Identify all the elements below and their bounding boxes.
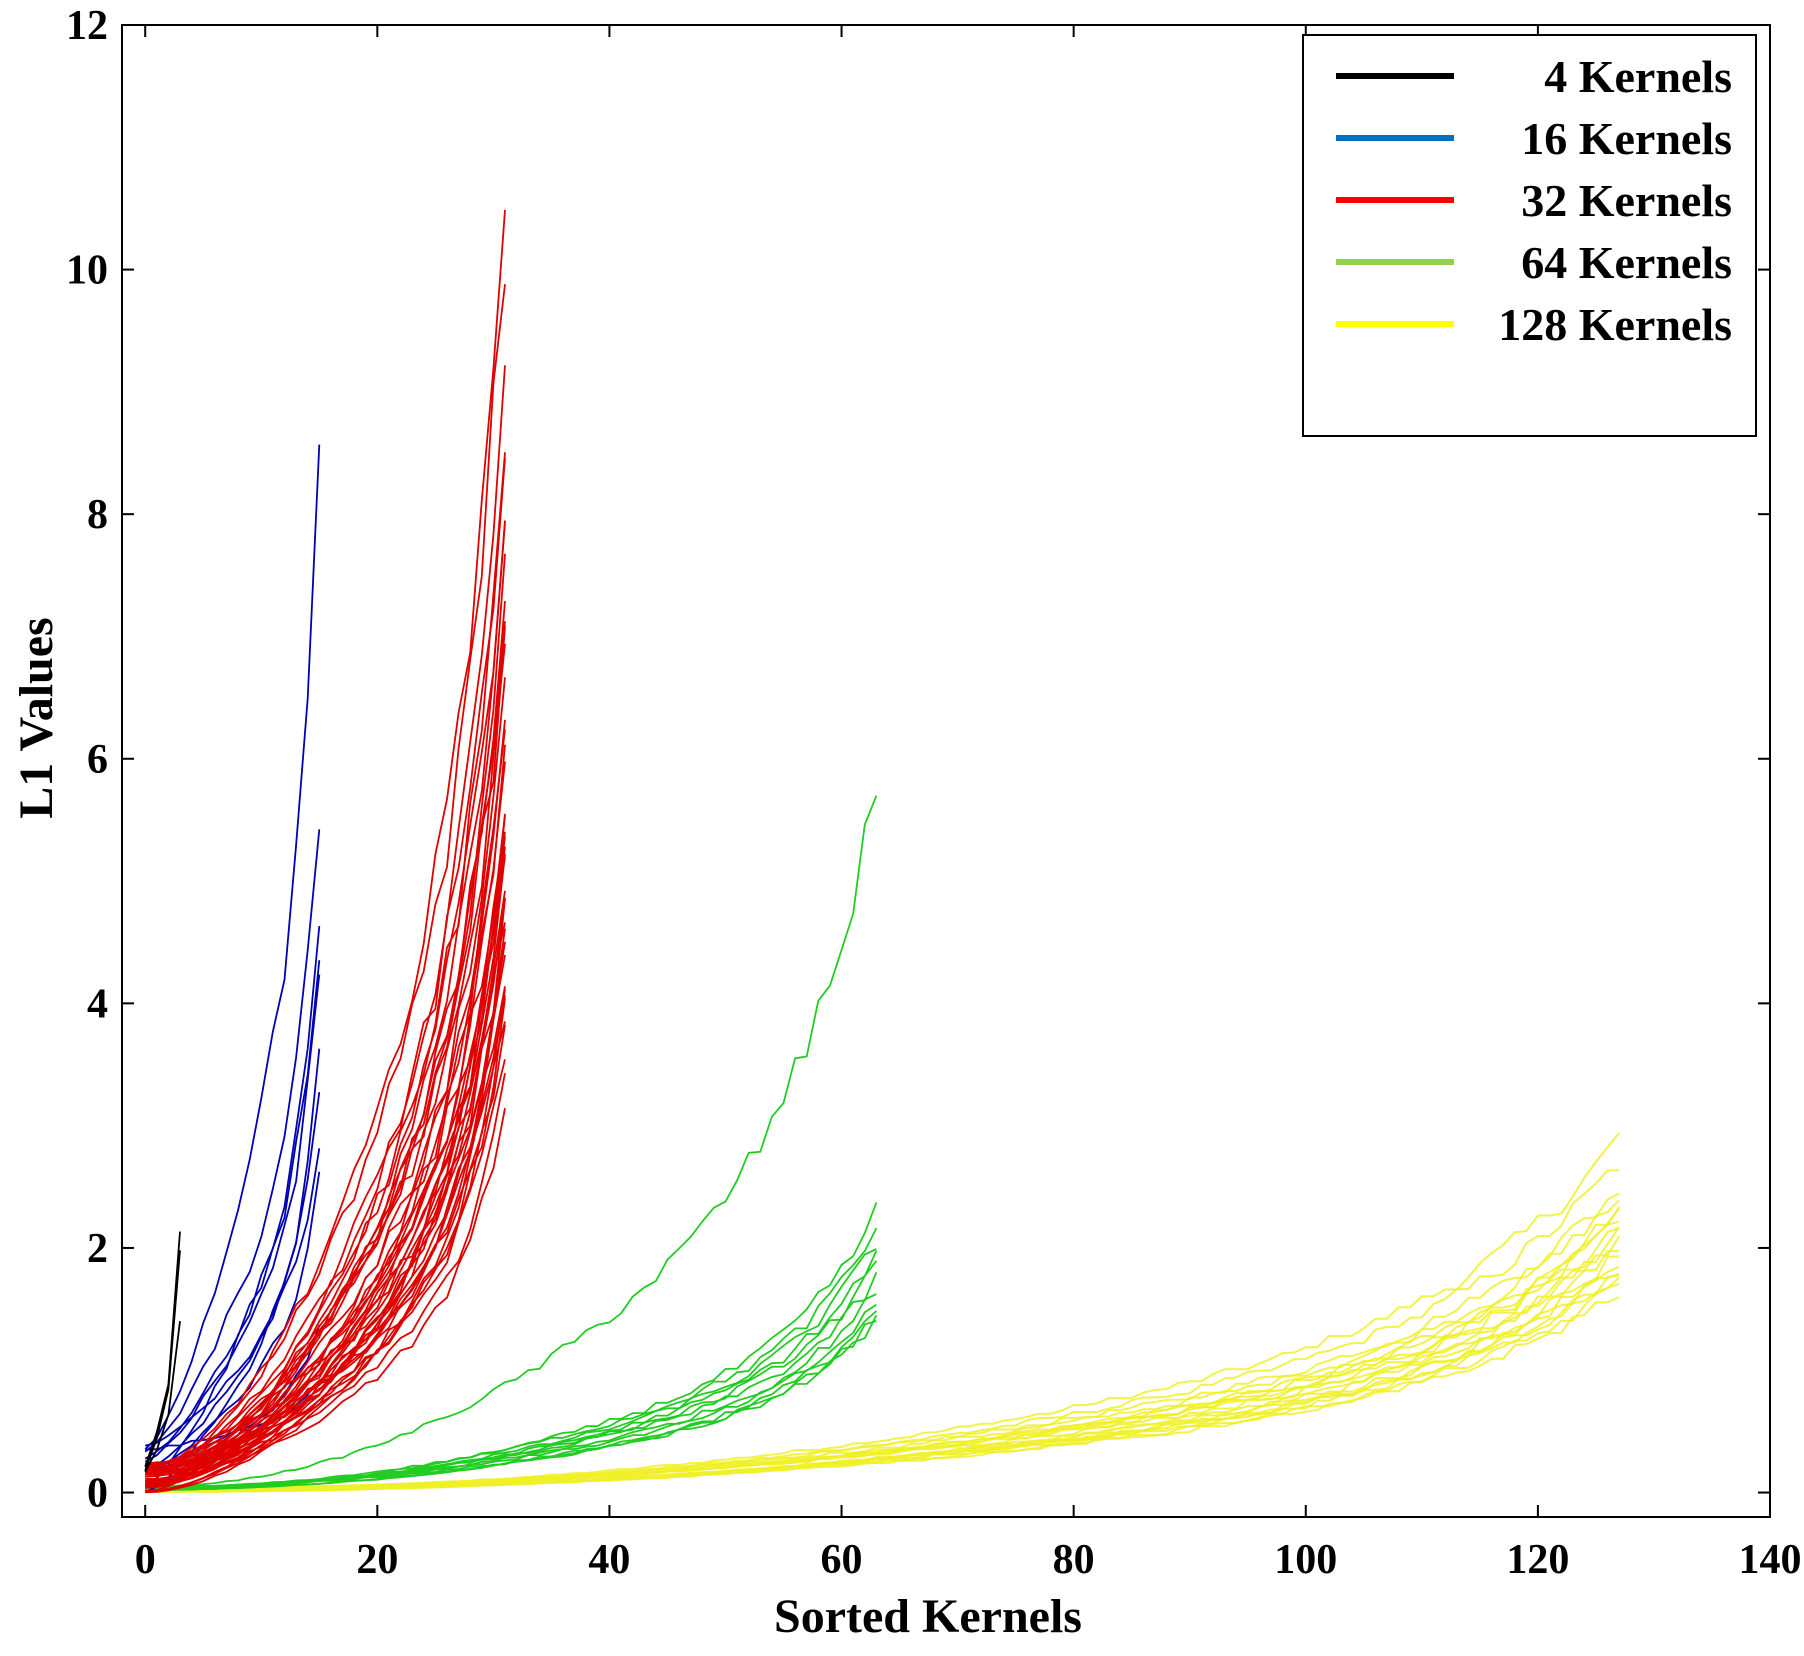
series-lines xyxy=(144,210,1620,1494)
series-line xyxy=(145,457,506,1470)
x-tick-label: 60 xyxy=(821,1537,863,1583)
legend-label: 32 Kernels xyxy=(1521,175,1732,226)
axis-ticks: 0 20 40 60 80 100 120 140 0 2 4 6 8 10 12 xyxy=(66,3,1802,1583)
series-line xyxy=(145,1108,506,1480)
series-line xyxy=(145,815,506,1465)
legend-label: 16 Kernels xyxy=(1521,113,1732,164)
legend: 4 Kernels 16 Kernels 32 Kernels 64 Kernels 1… xyxy=(1302,34,1757,437)
x-tick-label: 0 xyxy=(135,1537,156,1583)
y-tick-label: 10 xyxy=(66,248,108,294)
series-line xyxy=(144,1148,321,1447)
series-line xyxy=(144,444,321,1450)
series-line xyxy=(144,1250,181,1471)
series-line xyxy=(145,795,878,1488)
series-line xyxy=(145,1314,878,1488)
y-tick-label: 0 xyxy=(87,1471,108,1517)
series-line xyxy=(144,1171,321,1474)
y-tick-label: 12 xyxy=(66,3,108,49)
y-tick-label: 6 xyxy=(87,737,108,783)
series-line xyxy=(145,1296,1620,1492)
series-line xyxy=(145,1073,506,1475)
y-tick-label: 8 xyxy=(87,492,108,538)
series-group xyxy=(144,1231,181,1473)
series-line xyxy=(145,836,506,1483)
series-line xyxy=(144,1091,321,1471)
series-line xyxy=(145,997,506,1483)
series-line xyxy=(144,926,321,1486)
x-tick-label: 80 xyxy=(1053,1537,1095,1583)
y-axis-title: L1 Values xyxy=(10,617,63,818)
y-tick-label: 2 xyxy=(87,1226,108,1272)
series-line xyxy=(145,643,506,1465)
y-tick-label: 4 xyxy=(87,981,108,1027)
series-line xyxy=(145,986,506,1468)
legend-label: 64 Kernels xyxy=(1521,237,1732,288)
x-axis-title: Sorted Kernels xyxy=(774,1590,1082,1643)
series-line xyxy=(144,974,321,1463)
series-group xyxy=(145,210,506,1494)
series-line xyxy=(144,1231,181,1467)
series-line xyxy=(145,995,506,1494)
series-line xyxy=(145,1021,506,1466)
legend-label: 128 Kernels xyxy=(1498,299,1732,350)
x-tick-label: 120 xyxy=(1506,1537,1569,1583)
x-tick-label: 100 xyxy=(1274,1537,1337,1583)
series-line xyxy=(144,960,321,1460)
x-tick-label: 40 xyxy=(588,1537,630,1583)
series-line xyxy=(145,1059,506,1470)
x-tick-label: 20 xyxy=(356,1537,398,1583)
series-line xyxy=(145,988,506,1469)
series-line xyxy=(145,284,506,1469)
series-line xyxy=(144,1320,181,1473)
series-line xyxy=(144,829,321,1453)
legend-box xyxy=(1302,34,1757,437)
x-tick-label: 140 xyxy=(1739,1537,1802,1583)
series-group xyxy=(145,795,878,1491)
series-group xyxy=(145,1132,1620,1493)
series-line xyxy=(145,625,506,1470)
legend-label: 4 Kernels xyxy=(1544,51,1732,102)
